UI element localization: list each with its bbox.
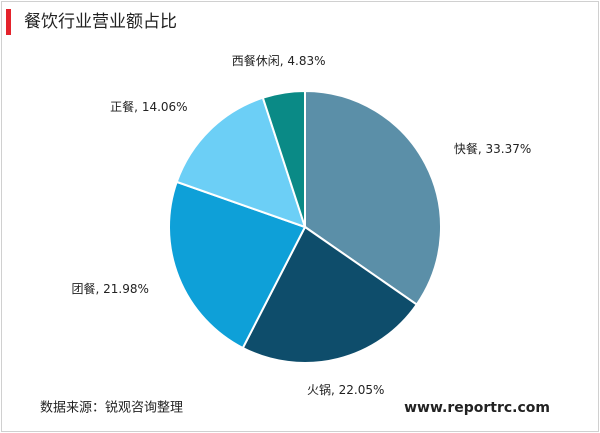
category-label: 快餐 — [454, 141, 478, 156]
category-label: 火锅 — [307, 381, 331, 396]
data-label: 西餐休闲, 4.83% — [232, 53, 326, 68]
website: www.reportrc.com — [404, 400, 550, 416]
pie-slice — [304, 89, 442, 306]
pie-slice — [261, 89, 306, 228]
pie-slice — [241, 225, 419, 364]
data-label: 快餐, 33.37% — [454, 141, 531, 156]
data-label: 火锅, 22.05% — [307, 381, 384, 396]
label-separator: , — [134, 99, 142, 113]
label-separator: , — [96, 282, 104, 296]
value-label: 33.37% — [486, 142, 532, 156]
title-accent — [6, 9, 11, 35]
pie-slice — [168, 180, 307, 350]
category-label: 正餐 — [110, 98, 134, 113]
value-label: 4.83% — [287, 54, 325, 68]
source-note: 数据来源：锐观咨询整理 — [40, 401, 183, 416]
data-label: 正餐, 14.06% — [110, 98, 187, 113]
category-label: 西餐休闲 — [232, 53, 280, 68]
value-label: 14.06% — [142, 99, 188, 113]
label-separator: , — [331, 382, 339, 396]
category-label: 团餐 — [71, 281, 95, 296]
value-label: 21.98% — [103, 282, 149, 296]
chart-title: 餐饮行业营业额占比 — [24, 12, 177, 32]
value-label: 22.05% — [339, 382, 385, 396]
label-separator: , — [478, 142, 486, 156]
data-label: 团餐, 21.98% — [71, 281, 148, 296]
label-separator: , — [280, 54, 288, 68]
